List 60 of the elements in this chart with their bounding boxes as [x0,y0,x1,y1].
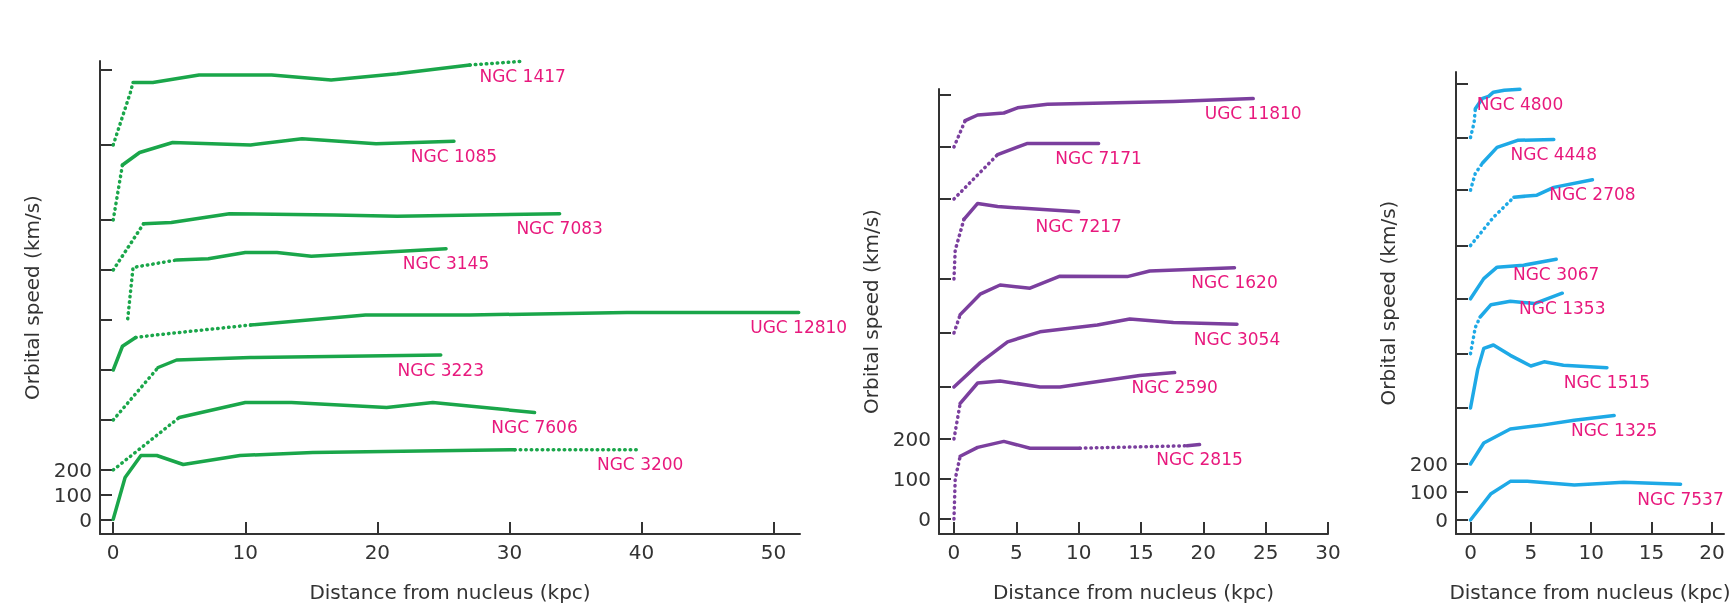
series-label: NGC 2708 [1549,184,1636,205]
x-tick-label: 10 [1578,540,1604,564]
x-tick-label: 10 [1065,540,1092,564]
x-tick-label: 0 [106,540,120,564]
y-tick-label: 200 [53,458,92,482]
y-tick-label: 100 [892,467,931,491]
series-label: NGC 1620 [1191,272,1278,293]
x-axis-title: Distance from nucleus (kpc) [1449,580,1731,604]
x-tick-label: 15 [1638,540,1665,564]
x-axis-title: Distance from nucleus (kpc) [309,580,591,604]
y-axis-title: Orbital speed (km/s) [859,209,883,414]
series-label: NGC 4448 [1510,143,1597,164]
series-label: NGC 3200 [596,454,684,475]
x-tick-label: 5 [1009,540,1023,564]
series-label: NGC 3145 [402,253,490,274]
x-tick-label: 30 [496,540,523,564]
line-series [1468,257,1558,301]
y-tick-label: 200 [1409,452,1448,476]
x-tick-label: 20 [364,540,391,564]
series-label: UGC 11810 [1204,103,1302,124]
y-tick-label: 0 [79,508,92,532]
series-label: NGC 1353 [1519,297,1606,318]
x-tick-label: 0 [947,540,961,564]
y-tick-label: 100 [1409,480,1448,504]
series-label: UGC 12810 [750,317,848,337]
x-tick-label: 15 [1128,540,1154,564]
y-tick-label: 0 [918,507,931,531]
x-tick-label: 25 [1252,540,1279,564]
x-tick-label: 40 [628,540,655,564]
series-label: NGC 1515 [1563,372,1651,393]
series-label: NGC 1085 [410,145,498,166]
series-label: NGC 7171 [1055,147,1142,168]
series-label: NGC 3223 [397,359,484,380]
x-tick-label: 20 [1699,540,1725,564]
x-axis-title: Distance from nucleus (kpc) [992,580,1275,604]
x-tick-label: 5 [1524,540,1538,564]
series-label: NGC 2590 [1131,377,1218,398]
series-label: NGC 7083 [516,218,603,239]
y-axis-title: Orbital speed (km/s) [1376,200,1400,406]
line-series [1468,479,1683,522]
series-label: NGC 7606 [491,417,578,437]
line-series [1468,343,1609,410]
series-label: NGC 2815 [1156,449,1243,470]
series-label: NGC 3067 [1512,263,1600,284]
y-tick-label: 200 [892,427,931,451]
x-tick-label: 10 [232,540,259,564]
series-label: NGC 7537 [1637,488,1724,509]
y-axis-title: Orbital speed (km/s) [20,195,44,400]
x-tick-label: 30 [1315,540,1341,564]
series-label: NGC 7217 [1035,216,1122,237]
series-label: NGC 4800 [1476,93,1564,114]
line-series [1468,413,1616,466]
series-label: NGC 1417 [479,65,566,86]
series-label: NGC 1325 [1570,420,1658,441]
x-tick-label: 0 [1464,540,1477,564]
y-tick-label: 100 [53,483,92,507]
series-label: NGC 3054 [1193,328,1281,349]
x-tick-label: 20 [1190,540,1217,564]
x-tick-label: 50 [760,540,787,564]
y-tick-label: 0 [1435,508,1448,532]
